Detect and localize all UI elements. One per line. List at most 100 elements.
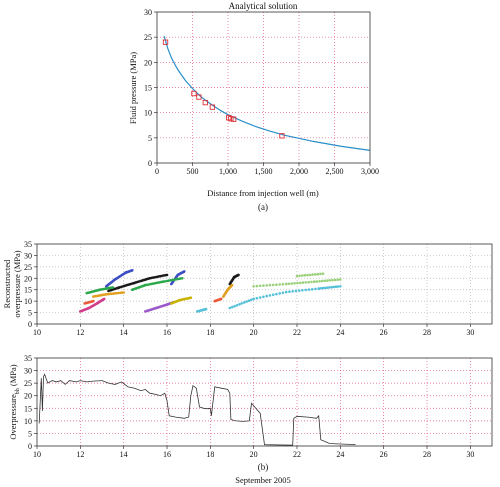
reconstructed-point xyxy=(163,280,166,283)
reconstructed-point xyxy=(165,273,169,277)
reconstructed-point xyxy=(308,273,312,277)
chart-b2-xtick-label: 18 xyxy=(206,450,214,459)
reconstructed-point xyxy=(240,302,243,305)
panel-b-borehole-chart: 10 12 14 16 18 20 22 24 26 28 30 0 5 10 15 20 25 30 35 Ove… xyxy=(8,354,493,485)
reconstructed-point xyxy=(262,295,265,299)
reconstructed-point xyxy=(237,273,240,277)
chart-a-ytick-label: 10 xyxy=(144,109,152,118)
chart-b1-ytick-label: 20 xyxy=(24,274,32,283)
reconstructed-point xyxy=(278,283,282,286)
reconstructed-point xyxy=(314,287,317,291)
reconstructed-point xyxy=(339,278,342,281)
reconstructed-point xyxy=(275,292,278,296)
chart-b2-ytick-label: 30 xyxy=(24,367,32,376)
reconstructed-point xyxy=(281,282,285,286)
chart-a-grid xyxy=(157,12,370,163)
chart-a-xlabel: Distance from injection well (m) xyxy=(207,188,319,198)
chart-a-xtick-label: 2,500 xyxy=(326,167,344,176)
reconstructed-point xyxy=(313,273,317,276)
reconstructed-point xyxy=(304,281,308,284)
reconstructed-point xyxy=(321,286,325,290)
chart-b2-xtick-label: 22 xyxy=(293,450,301,459)
chart-b2-xtick-label: 12 xyxy=(76,450,84,459)
chart-b1-ytick-label: 0 xyxy=(28,320,32,329)
reconstructed-point xyxy=(92,299,95,303)
chart-a-ytick-label: 5 xyxy=(148,134,152,143)
reconstructed-point xyxy=(281,291,285,295)
chart-b2-xtick-label: 24 xyxy=(336,450,344,459)
measured-point-marker xyxy=(231,116,237,122)
reconstructed-point xyxy=(298,274,301,278)
chart-b2-ytick-label: 20 xyxy=(24,392,32,401)
reconstructed-point xyxy=(233,304,236,308)
reconstructed-point xyxy=(311,273,314,276)
chart-b1-xtick-label: 18 xyxy=(206,328,214,337)
reconstructed-point xyxy=(250,298,253,302)
reconstructed-point xyxy=(238,303,241,306)
reconstructed-point xyxy=(245,300,248,303)
measured-point-marker xyxy=(279,133,285,139)
reconstructed-point xyxy=(336,285,340,288)
reconstructed-point xyxy=(300,274,304,277)
chart-a-xtick-label: 1,000 xyxy=(219,167,237,176)
chart-b1-ytick-label: 10 xyxy=(24,297,32,306)
reconstructed-point xyxy=(339,285,342,288)
reconstructed-point xyxy=(293,282,296,285)
reconstructed-point xyxy=(330,285,334,289)
measured-point-marker xyxy=(191,90,197,97)
reconstructed-point xyxy=(299,281,302,285)
reconstructed-point xyxy=(230,305,234,309)
reconstructed-point xyxy=(326,279,329,282)
chart-b1-xtick-label: 10 xyxy=(33,328,41,337)
chart-b2-ticks: 10 12 14 16 18 20 22 24 26 28 30 0 5 10 15 20 25 30 35 xyxy=(24,354,474,459)
chart-a-ytick-label: 15 xyxy=(144,84,152,93)
reconstructed-point xyxy=(131,269,134,272)
chart-a-xtick-label: 500 xyxy=(187,167,199,176)
reconstructed-point xyxy=(271,293,275,297)
reconstructed-point xyxy=(291,290,295,293)
chart-b2-ytick-label: 15 xyxy=(24,404,32,413)
reconstructed-point xyxy=(204,307,208,311)
chart-b1-xtick-label: 26 xyxy=(380,328,388,337)
reconstructed-point xyxy=(271,283,275,287)
reconstructed-point xyxy=(313,280,316,284)
reconstructed-point xyxy=(328,286,331,289)
reconstructed-point xyxy=(334,285,338,289)
reconstructed-point xyxy=(307,288,311,291)
chart-a-ytick-label: 30 xyxy=(144,8,152,17)
reconstructed-point xyxy=(319,272,322,276)
reconstructed-point xyxy=(235,304,239,307)
chart-b1-ytick-label: 30 xyxy=(24,251,32,260)
reconstructed-point xyxy=(315,280,319,283)
reconstructed-point xyxy=(333,278,337,282)
panel-a-label: (a) xyxy=(258,202,268,212)
reconstructed-point xyxy=(242,301,246,304)
reconstructed-point xyxy=(255,284,259,288)
chart-b1-ytick-label: 15 xyxy=(24,286,32,295)
chart-b1-xtick-label: 30 xyxy=(466,328,474,337)
chart-b1-series xyxy=(79,269,342,313)
chart-b1-ytick-label: 5 xyxy=(28,309,32,318)
chart-b1-xtick-label: 20 xyxy=(250,328,258,337)
panel-b-label: (b) xyxy=(258,462,269,472)
reconstructed-point xyxy=(265,294,269,298)
chart-b2-ytick-label: 5 xyxy=(28,429,32,438)
chart-b2-series xyxy=(38,373,356,446)
measured-point-marker xyxy=(162,39,169,45)
reconstructed-point xyxy=(102,297,106,301)
chart-b2-ytick-label: 0 xyxy=(28,442,32,451)
chart-b2-xtick-label: 20 xyxy=(250,450,258,459)
chart-b1-ticks: 10 12 14 16 18 20 22 24 26 28 30 0 5 10 15 20 25 30 35 xyxy=(24,240,474,337)
chart-b2-xtick-label: 10 xyxy=(33,450,41,459)
chart-a-xtick-label: 1,500 xyxy=(255,167,273,176)
chart-b1-grid xyxy=(37,244,492,324)
reconstructed-point xyxy=(252,285,255,288)
reconstructed-point xyxy=(316,272,320,276)
reconstructed-point xyxy=(167,279,170,283)
reconstructed-point xyxy=(219,297,223,301)
reconstructed-point xyxy=(323,286,327,290)
panel-b-reconstructed-chart: 10 12 14 16 18 20 22 24 26 28 30 0 5 10 15 20 25 30 35 Rec… xyxy=(2,240,493,337)
reconstructed-point xyxy=(183,270,186,273)
chart-b1-xtick-label: 24 xyxy=(336,328,344,337)
